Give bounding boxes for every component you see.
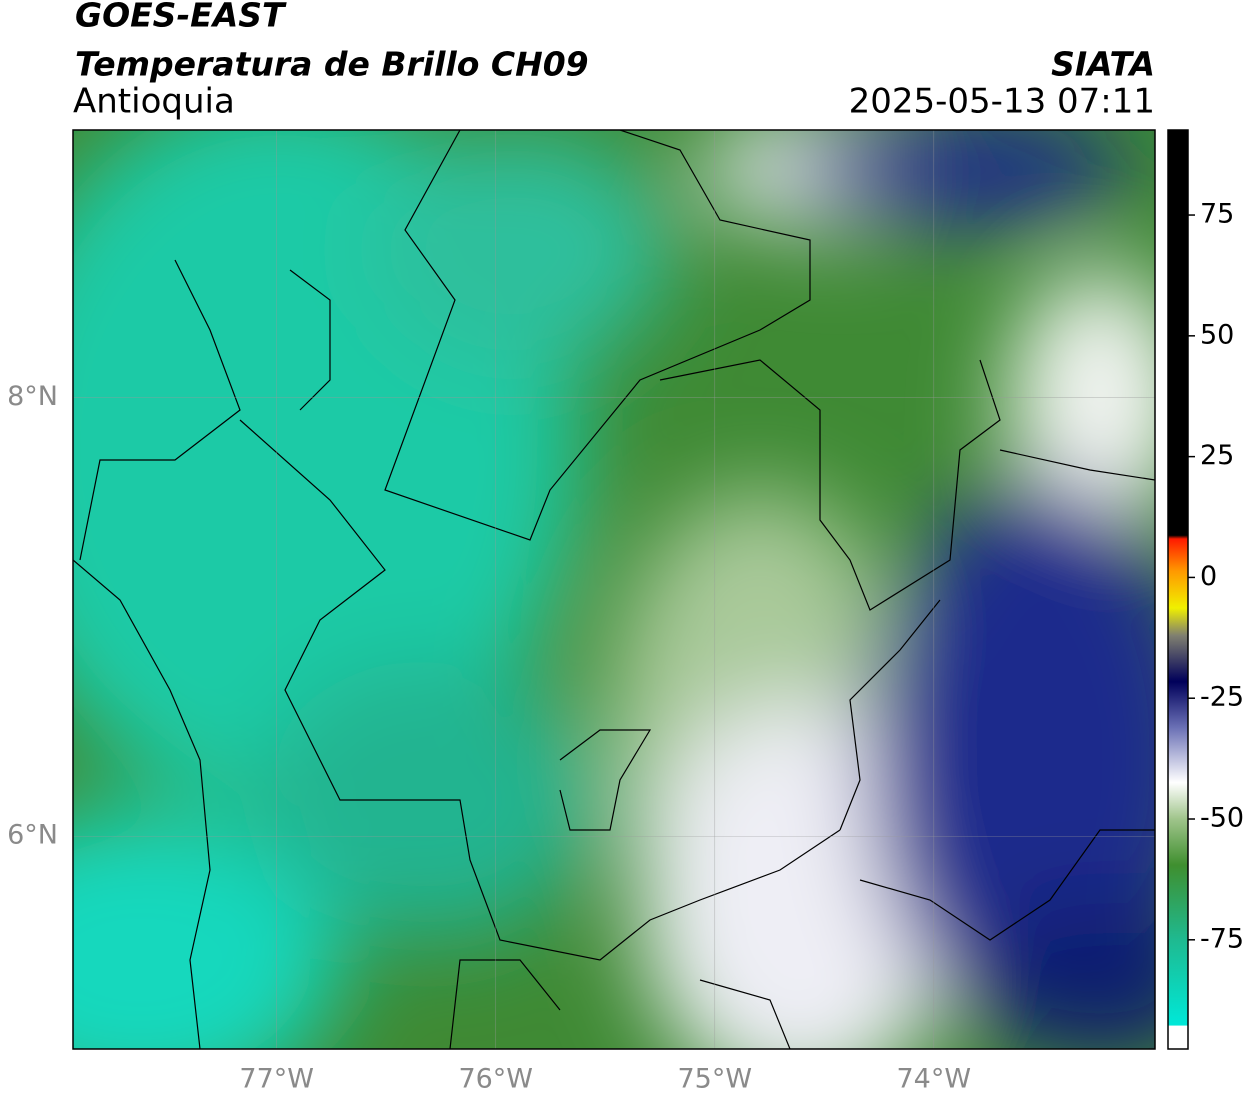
x-tick-label: 74°W <box>897 1064 972 1095</box>
colorbar-tick-label: 25 <box>1200 440 1234 471</box>
y-tick-label: 6°N <box>7 820 58 851</box>
y-tick-label: 8°N <box>7 381 58 412</box>
x-tick-label: 75°W <box>677 1064 752 1095</box>
map-frame <box>72 129 1156 1050</box>
satellite-image <box>73 130 1155 1049</box>
title: GOES-EAST <box>75 0 287 35</box>
x-tick-label: 76°W <box>458 1064 533 1095</box>
colorbar-tick-label: -50 <box>1200 803 1244 834</box>
x-tick-label: 77°W <box>239 1064 314 1095</box>
colorbar-tick-label: -75 <box>1200 923 1244 954</box>
colorbar-tick-label: 0 <box>1200 561 1217 592</box>
colorbar-tick-label: 75 <box>1200 199 1234 230</box>
colorbar-tick-label: 50 <box>1200 319 1234 350</box>
subtitle: Temperatura de Brillo CH09 <box>75 45 589 84</box>
region: Antioquia <box>73 82 235 122</box>
colorbar <box>1167 129 1189 1050</box>
source: SIATA <box>1051 45 1155 84</box>
datetime: 2025-05-13 07:11 <box>849 82 1155 122</box>
colorbar-tick-label: -25 <box>1200 682 1244 713</box>
